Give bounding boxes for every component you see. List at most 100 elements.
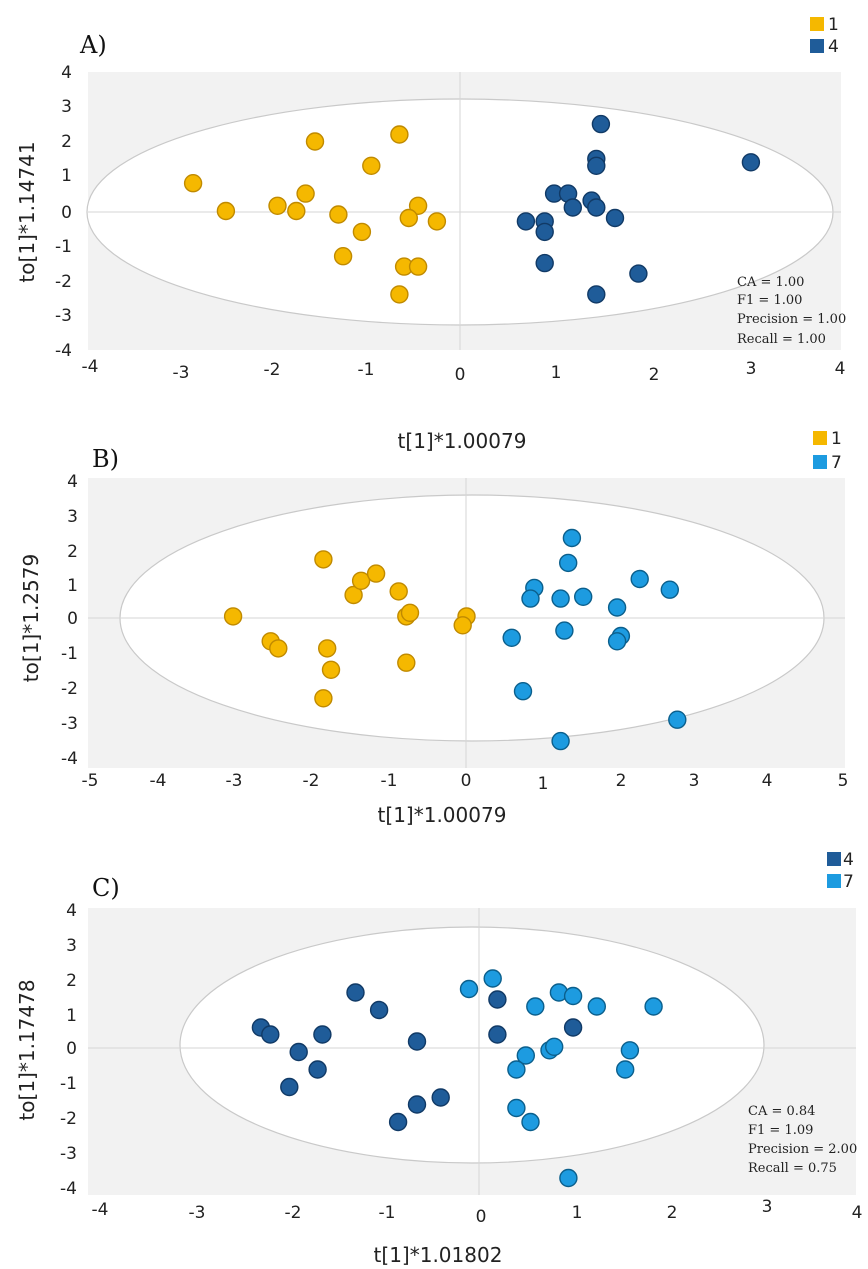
data-point-series-7: [507, 1098, 526, 1118]
panel-c-x-axis-label: t[1]*1.01802: [374, 1243, 503, 1267]
data-point-series-7: [459, 979, 479, 999]
panel-c-metrics: CA = 0.84 F1 = 1.09 Precision = 2.00 Rec…: [748, 1104, 857, 1176]
data-point-series-1: [352, 222, 372, 242]
y-tick-label: 3: [67, 507, 78, 527]
panel-b-points: [223, 528, 687, 751]
x-tick-label: 1: [551, 363, 562, 383]
x-tick-label: -3: [173, 363, 190, 383]
data-point-series-1: [183, 173, 203, 193]
data-point-series-7: [562, 528, 582, 548]
panel-b: t[1]*1.00079 B) 4 3 2 1 0 -1 -2 -3 -4 -5…: [19, 429, 848, 827]
data-point-series-4: [346, 983, 365, 1002]
data-point-series-7: [551, 731, 570, 751]
data-point-series-4: [563, 198, 582, 217]
data-point-series-1: [362, 156, 381, 176]
data-point-series-4: [587, 156, 606, 176]
data-point-series-1: [408, 196, 428, 216]
y-tick-label: 4: [67, 472, 78, 492]
x-tick-label: 0: [455, 365, 466, 385]
panel-a: A) 4 3 2 1 0 -1 -2 -3 -4 -4 -3 -2 -1 0 1…: [15, 15, 846, 385]
panel-b-label: B): [92, 445, 119, 473]
data-point-series-1: [408, 257, 428, 276]
data-point-series-4: [369, 1000, 389, 1020]
x-tick-label: 3: [762, 1197, 773, 1217]
data-point-series-4: [313, 1025, 332, 1044]
y-tick-label: -3: [55, 306, 72, 326]
x-tick-label: -1: [358, 360, 375, 380]
data-point-series-7: [507, 1060, 526, 1079]
metric-ca: CA = 1.00: [737, 275, 804, 290]
panel-a-points: [183, 114, 761, 304]
data-point-series-1: [223, 607, 243, 626]
x-tick-label: 3: [689, 771, 700, 791]
data-point-series-1: [305, 132, 325, 151]
data-point-series-1: [390, 285, 409, 304]
panel-b-y-axis-label: to[1]*1.2579: [19, 554, 43, 682]
data-point-series-1: [216, 201, 236, 221]
panel-c-y-ticks: 4 3 2 1 0 -1 -2 -3 -4: [60, 901, 77, 1199]
metric-recall: Recall = 1.00: [737, 332, 826, 347]
legend-label-7: 7: [843, 872, 854, 892]
data-point-series-4: [587, 285, 606, 304]
y-tick-label: 2: [66, 971, 77, 991]
legend-swatch-4: [810, 39, 824, 53]
data-point-series-4: [591, 114, 611, 134]
metric-f1: F1 = 1.09: [748, 1123, 813, 1138]
data-point-series-1: [351, 571, 371, 590]
x-tick-label: -3: [226, 771, 243, 791]
data-point-series-1: [427, 212, 447, 231]
panel-c: C) 4 3 2 1 0 -1 -2 -3 -4 -4 -3 -2 -1 0 1…: [15, 850, 862, 1267]
data-point-series-1: [399, 208, 418, 228]
data-point-series-1: [333, 247, 353, 266]
data-point-series-1: [400, 603, 420, 622]
y-tick-label: 0: [66, 1039, 77, 1059]
panel-c-confidence-ellipse: [179, 926, 765, 1164]
data-point-series-4: [587, 198, 606, 217]
data-point-series-7: [644, 997, 663, 1016]
data-point-series-1: [269, 639, 288, 658]
panel-c-x-ticks: -4 -3 -2 -1 0 1 2 3 4: [92, 1197, 863, 1227]
x-tick-label: 1: [538, 774, 549, 794]
data-point-series-4: [563, 1018, 583, 1037]
data-point-series-1: [321, 660, 341, 679]
panel-c-label: C): [92, 874, 120, 902]
data-point-series-7: [551, 589, 570, 608]
data-point-series-4: [407, 1032, 427, 1051]
data-point-series-1: [318, 639, 337, 658]
data-point-series-7: [563, 986, 583, 1006]
data-point-series-1: [314, 550, 333, 569]
y-tick-label: 1: [61, 166, 72, 186]
data-point-series-1: [366, 564, 386, 583]
panel-b-y-ticks: 4 3 2 1 0 -1 -2 -3 -4: [61, 472, 78, 769]
data-point-series-7: [559, 1168, 578, 1188]
y-tick-label: -4: [61, 749, 78, 769]
data-point-series-7: [620, 1041, 640, 1060]
panel-b-x-axis-label: t[1]*1.00079: [378, 803, 507, 827]
x-tick-label: -4: [150, 771, 167, 791]
data-point-series-4: [629, 264, 648, 283]
y-tick-label: 3: [61, 97, 72, 117]
data-point-series-4: [280, 1077, 299, 1097]
data-point-series-4: [488, 1025, 507, 1044]
legend-label-1: 1: [828, 15, 839, 35]
data-point-series-7: [574, 587, 593, 606]
y-tick-label: -3: [61, 714, 78, 734]
metric-recall: Recall = 0.75: [748, 1161, 837, 1176]
data-point-series-4: [289, 1042, 308, 1062]
data-point-series-4: [741, 153, 761, 172]
data-point-series-1: [389, 582, 408, 601]
x-tick-label: -1: [381, 771, 398, 791]
data-point-series-1: [390, 125, 409, 144]
panel-c-legend: 4 7: [827, 850, 854, 892]
x-tick-label: -3: [189, 1203, 206, 1223]
x-tick-label: 3: [746, 359, 757, 379]
panel-a-y-axis-label: to[1]*1.14741: [15, 141, 39, 282]
data-point-series-4: [308, 1060, 327, 1079]
data-point-series-1: [268, 196, 287, 216]
y-tick-label: 1: [66, 1006, 77, 1026]
data-point-series-4: [488, 990, 507, 1009]
legend-swatch-1: [810, 17, 824, 31]
legend-swatch-7: [813, 455, 827, 469]
panel-a-y-ticks: 4 3 2 1 0 -1 -2 -3 -4: [55, 63, 72, 361]
